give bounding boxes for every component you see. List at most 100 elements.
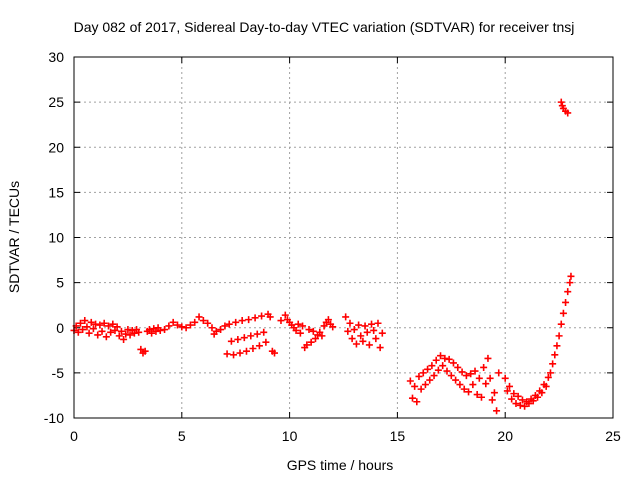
data-point xyxy=(368,320,376,328)
data-point xyxy=(501,374,509,382)
data-point xyxy=(240,334,248,342)
grid xyxy=(74,57,613,418)
data-point xyxy=(126,331,134,339)
data-point xyxy=(135,328,143,336)
data-point xyxy=(408,394,416,402)
data-point xyxy=(122,330,130,338)
data-point xyxy=(102,333,110,341)
x-tick-label: 25 xyxy=(605,428,621,444)
data-point xyxy=(376,344,384,352)
data-point xyxy=(266,313,274,321)
data-point xyxy=(467,370,475,378)
data-point xyxy=(329,323,337,331)
data-point xyxy=(292,326,300,334)
data-point xyxy=(299,322,307,330)
data-point xyxy=(81,317,89,325)
data-point xyxy=(557,98,565,106)
data-point xyxy=(124,326,132,334)
data-point xyxy=(311,335,319,343)
data-point xyxy=(510,390,518,398)
data-point xyxy=(169,318,177,326)
data-point xyxy=(348,335,356,343)
data-point xyxy=(430,372,438,380)
data-point xyxy=(406,377,414,385)
data-point xyxy=(186,321,194,329)
data-point xyxy=(109,320,117,328)
data-point xyxy=(87,318,95,326)
y-axis-label: SDTVAR / TECUs xyxy=(6,181,22,293)
x-tick-label: 0 xyxy=(70,428,78,444)
data-point xyxy=(352,340,360,348)
y-tick-label: 0 xyxy=(56,320,64,336)
data-point xyxy=(161,326,169,334)
data-point xyxy=(495,369,503,377)
y-tick-label: 5 xyxy=(56,275,64,291)
data-point xyxy=(104,322,112,330)
data-point xyxy=(562,298,570,306)
data-point xyxy=(258,312,266,320)
data-point xyxy=(100,319,108,327)
data-point xyxy=(417,385,425,393)
data-point xyxy=(449,359,457,367)
data-point xyxy=(141,347,149,355)
data-point xyxy=(342,313,350,321)
x-tick-label: 15 xyxy=(390,428,406,444)
data-point xyxy=(555,332,563,340)
data-point xyxy=(452,376,460,384)
chart-title: Day 082 of 2017, Sidereal Day-to-day VTE… xyxy=(74,19,575,35)
data-point xyxy=(255,342,263,350)
data-point xyxy=(307,338,315,346)
data-point xyxy=(551,351,559,359)
data-point xyxy=(253,330,261,338)
data-point xyxy=(477,393,485,401)
data-point xyxy=(546,369,554,377)
data-point xyxy=(107,328,115,336)
data-point xyxy=(344,327,352,335)
data-point xyxy=(145,326,153,334)
data-point xyxy=(374,319,382,327)
data-point xyxy=(260,328,268,336)
data-point xyxy=(484,354,492,362)
data-point xyxy=(130,329,138,337)
data-point xyxy=(320,322,328,330)
data-point xyxy=(559,309,567,317)
data-point xyxy=(247,332,255,340)
data-point xyxy=(370,326,378,334)
x-tick-label: 20 xyxy=(497,428,513,444)
data-point xyxy=(318,332,326,340)
data-point xyxy=(208,324,216,332)
data-point xyxy=(178,323,186,331)
data-point xyxy=(372,335,380,343)
data-point xyxy=(96,321,104,329)
data-point xyxy=(76,319,84,327)
data-point xyxy=(85,329,93,337)
data-point xyxy=(98,327,106,335)
data-point xyxy=(493,407,501,415)
data-point xyxy=(437,352,445,360)
data-point xyxy=(503,387,511,395)
data-point xyxy=(378,329,386,337)
x-tick-label: 5 xyxy=(178,428,186,444)
data-point xyxy=(227,337,235,345)
data-point xyxy=(89,325,97,333)
data-point xyxy=(79,326,87,334)
data-point xyxy=(506,382,514,390)
data-point xyxy=(508,395,516,403)
data-point xyxy=(469,381,477,389)
data-point xyxy=(212,327,220,335)
data-point xyxy=(432,356,440,364)
data-point xyxy=(421,381,429,389)
data-point xyxy=(74,328,82,336)
data-point xyxy=(447,372,455,380)
data-point xyxy=(294,320,302,328)
data-point xyxy=(434,366,442,374)
data-point xyxy=(152,327,160,335)
data-point xyxy=(564,288,572,296)
data-point xyxy=(217,326,225,334)
data-point xyxy=(363,328,371,336)
data-point xyxy=(486,374,494,382)
data-point xyxy=(439,362,447,370)
data-point xyxy=(553,342,561,350)
data-point xyxy=(424,365,432,373)
data-point xyxy=(281,311,289,319)
